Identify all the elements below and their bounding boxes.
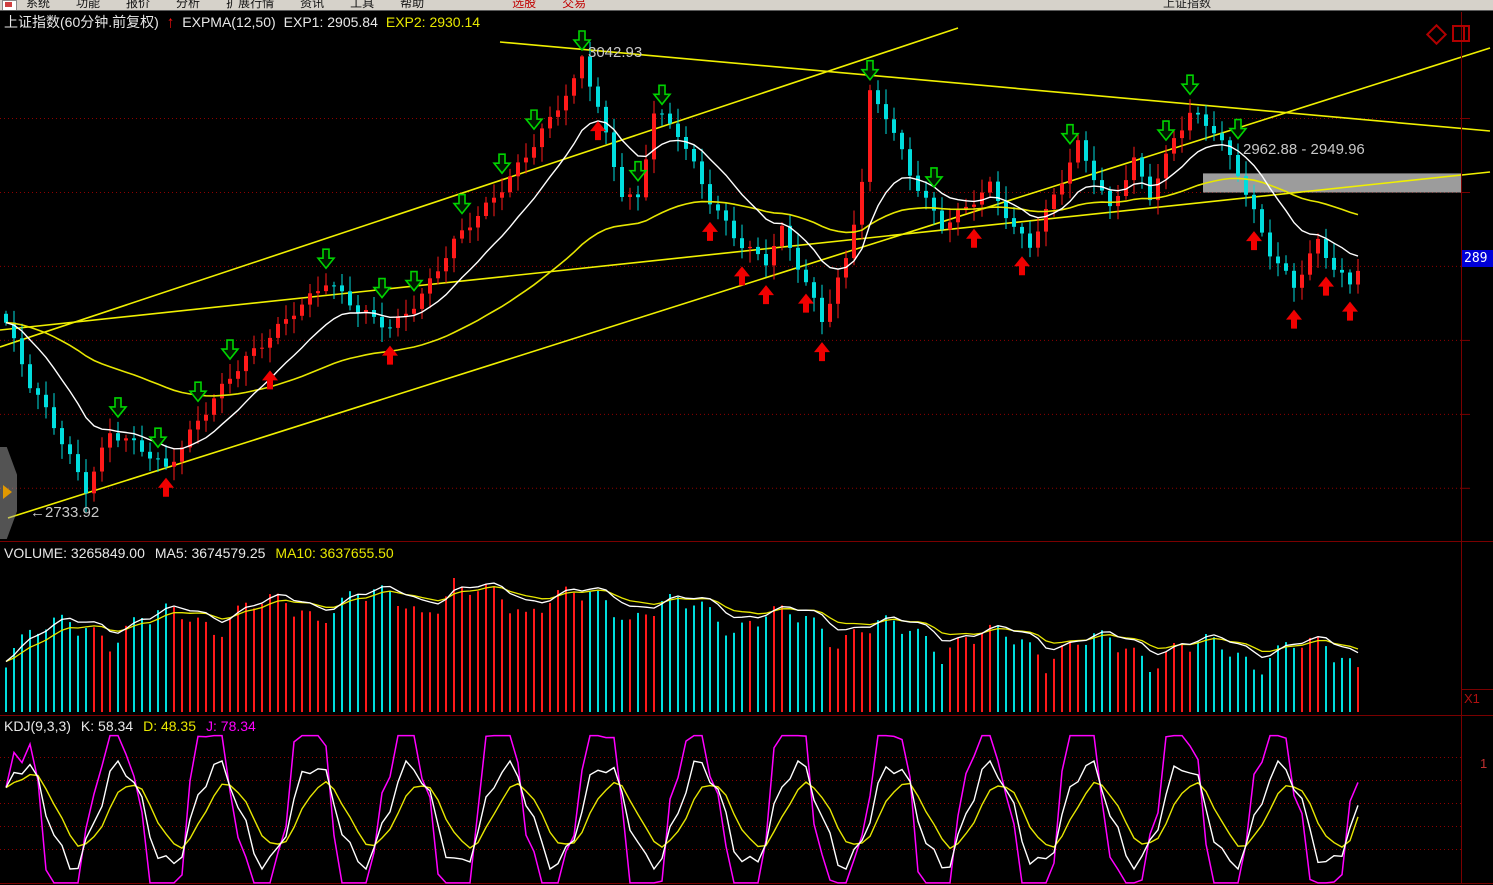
exp2-value: EXP2: 2930.14 bbox=[385, 14, 481, 30]
window-caption: 上证指数 bbox=[1162, 0, 1211, 10]
menu-item-function[interactable]: 功能 bbox=[76, 0, 101, 10]
kdj-axis-label: 1 bbox=[1480, 756, 1488, 771]
right-triangle-icon bbox=[3, 485, 12, 499]
menu-item-analysis[interactable]: 分析 bbox=[176, 0, 201, 10]
menu-item-tools[interactable]: 工具 bbox=[350, 0, 375, 10]
gap-annotation: 2962.88 - 2949.96 bbox=[1243, 141, 1365, 158]
menu-item-extended[interactable]: 扩展行情 bbox=[226, 0, 275, 10]
kdj-name: KDJ(9,3,3) bbox=[4, 718, 71, 734]
app-icon[interactable] bbox=[2, 0, 17, 10]
low-annotation-value: 2733.92 bbox=[45, 504, 100, 521]
kdj-j-value: J: 78.34 bbox=[206, 718, 256, 734]
current-price-tag: 289 bbox=[1462, 250, 1493, 267]
volume-multiplier-label: X1 bbox=[1464, 691, 1480, 706]
menu-item-quote[interactable]: 报价 bbox=[126, 0, 151, 10]
menu-item-stockpick[interactable]: 选股 bbox=[512, 0, 537, 10]
symbol-title: 上证指数(60分钟.前复权) bbox=[4, 14, 159, 30]
volume-label-row: VOLUME: 3265849.00 MA5: 3674579.25 MA10:… bbox=[4, 545, 394, 561]
main-chart-title-row: 上证指数(60分钟.前复权) ↑ EXPMA(12,50) EXP1: 2905… bbox=[4, 12, 480, 32]
menu-item-system[interactable]: 系统 bbox=[26, 0, 51, 10]
menu-item-trade[interactable]: 交易 bbox=[562, 0, 587, 10]
volume-ma5: MA5: 3674579.25 bbox=[154, 545, 266, 561]
low-annotation: ←2733.92 bbox=[30, 504, 99, 521]
kdj-k-value: K: 58.34 bbox=[80, 718, 134, 734]
peak-annotation: 3042.93 bbox=[588, 44, 643, 61]
kdj-label-row: KDJ(9,3,3) K: 58.34 D: 48.35 J: 78.34 bbox=[4, 718, 256, 734]
menu-item-help[interactable]: 帮助 bbox=[400, 0, 425, 10]
panel-expand-handle[interactable] bbox=[0, 447, 17, 539]
kdj-d-value: D: 48.35 bbox=[143, 718, 197, 734]
volume-ma10: MA10: 3637655.50 bbox=[275, 545, 394, 561]
indicator-name: EXPMA(12,50) bbox=[182, 14, 276, 30]
volume-value: VOLUME: 3265849.00 bbox=[4, 545, 145, 561]
exp1-value: EXP1: 2905.84 bbox=[283, 14, 378, 30]
low-pointer-icon: ← bbox=[30, 504, 45, 521]
menu-item-news[interactable]: 资讯 bbox=[300, 0, 325, 10]
split-window-icon[interactable] bbox=[1452, 25, 1470, 42]
up-arrow-icon: ↑ bbox=[166, 12, 175, 32]
menu-bar: 系统 功能 报价 分析 扩展行情 资讯 工具 帮助 选股 交易 上证指数 bbox=[0, 0, 1493, 11]
